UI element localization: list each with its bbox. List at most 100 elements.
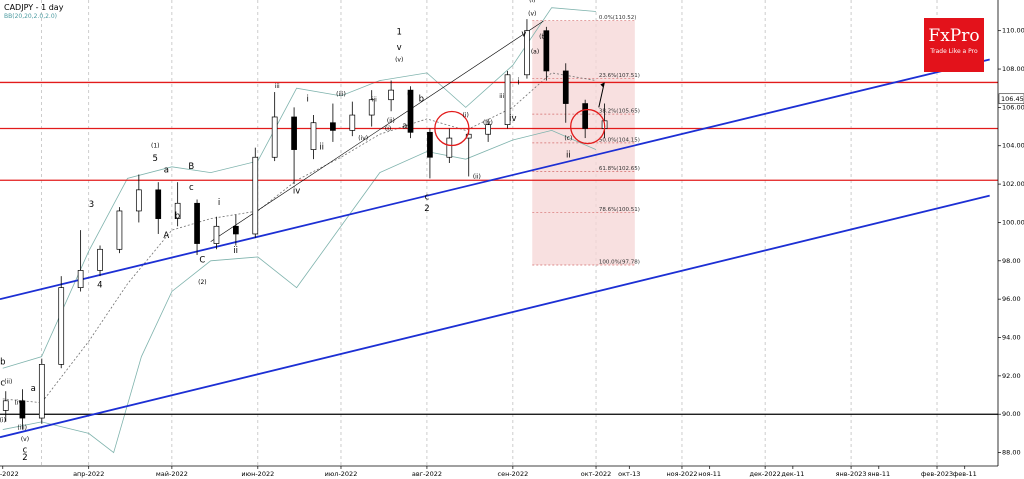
x-tick-label: дек-2022: [749, 470, 780, 478]
candle-body: [271, 116, 278, 158]
wave-label: (2): [198, 279, 207, 286]
wave-label: (v): [21, 436, 29, 443]
wave-label: (i): [407, 91, 413, 98]
wave-label: (ii): [4, 379, 12, 386]
fib-level-label: 78.6%(100.51): [599, 207, 640, 213]
wave-label: a: [31, 384, 36, 394]
wave-label: (i): [529, 0, 535, 4]
y-tick-label: 98.00: [1002, 257, 1021, 265]
candle-body: [252, 156, 259, 235]
x-tick-label: сен-2022: [498, 470, 529, 478]
y-tick-label: 108.00: [1002, 65, 1024, 73]
wave-label: iii: [275, 83, 280, 90]
wave-label: i: [307, 95, 309, 105]
chart-grid: [41, 0, 938, 466]
x-tick-label: фев-2023: [921, 470, 953, 478]
direction-arrow-head: [600, 82, 605, 88]
candle-body: [349, 114, 356, 131]
wave-label: 2: [22, 453, 27, 463]
candle-body: [194, 202, 200, 244]
bollinger-bands: [2, 7, 597, 454]
candle-body: [135, 189, 142, 212]
candle-body: [38, 364, 45, 419]
candle-body: [407, 89, 414, 133]
wave-label: iv: [293, 187, 300, 197]
y-tick-label: 104.00: [1002, 142, 1024, 150]
highlight-circle: [570, 108, 606, 145]
fxpro-logo: FxPro Trade Like a Pro: [924, 18, 984, 72]
candle-body: [77, 270, 84, 289]
candle-body: [562, 70, 569, 104]
candle-body: [2, 400, 9, 411]
wave-label: ii: [319, 143, 324, 153]
wave-label: C: [199, 256, 205, 266]
wave-label: (1): [151, 143, 160, 150]
wave-label: (v): [395, 56, 403, 63]
fib-level-label: 50.0%(104.15): [599, 137, 640, 143]
y-tick-label: 94.00: [1002, 334, 1021, 342]
candle-body: [330, 122, 336, 131]
highlight-circle: [434, 110, 470, 147]
indicator-label: BB(20,20,2.0,2.0): [4, 13, 57, 20]
wave-label: v: [397, 43, 402, 53]
fib-level-label: 0.0%(110.52): [599, 15, 637, 21]
wave-label: i: [517, 77, 519, 87]
wave-label: (ii): [387, 118, 395, 125]
y-tick-label: 88.00: [1002, 449, 1021, 457]
trend-line: [0, 58, 990, 301]
wave-label: a: [402, 121, 407, 131]
highlight-circles: [434, 82, 606, 147]
candle-body: [427, 131, 433, 158]
x-tick-label: июн-2022: [241, 470, 274, 478]
x-tick-label: мар-2022: [0, 470, 19, 478]
wave-label: b: [419, 95, 424, 105]
candle-body: [368, 99, 375, 116]
wave-label: iii: [499, 93, 504, 100]
wave-label: (iv): [483, 120, 493, 127]
x-tick-label: апр-2022: [73, 470, 104, 478]
y-tick-label: 92.00: [1002, 372, 1021, 380]
wave-label: (ii): [473, 173, 481, 180]
candle-body: [233, 225, 239, 235]
candle-body: [388, 89, 394, 101]
wave-annotations: bc (ii)(i)(iii)(v)(iv)ac234(1)5abABcC(2)i…: [0, 0, 572, 463]
wave-label: 1: [396, 28, 401, 38]
x-tick-label: янв-11: [867, 470, 890, 478]
horizontal-levels: [0, 81, 998, 415]
wave-label: (iii): [336, 91, 346, 98]
trend-line: [210, 20, 544, 242]
wave-label: c: [425, 192, 430, 202]
candle-body: [213, 225, 220, 244]
wave-label: (i): [463, 112, 469, 119]
wave-label: iv: [509, 114, 516, 124]
current-price-box: [998, 93, 1024, 105]
candle-body: [19, 400, 26, 419]
price-candles: [2, 19, 608, 430]
candle-body: [291, 116, 297, 150]
wave-label: c: [189, 183, 194, 193]
x-tick-label: янв-2023: [836, 470, 867, 478]
candle-body: [58, 287, 65, 365]
candle-body: [524, 30, 530, 76]
wave-label: i: [218, 198, 220, 208]
wave-label: 2: [424, 204, 429, 214]
fib-level-label: 61.8%(102.65): [599, 166, 640, 172]
current-price-label: 106.45: [1001, 95, 1024, 103]
y-tick-label: 106.00: [1002, 103, 1024, 111]
wave-label: (iv): [14, 400, 24, 407]
trend-line: [0, 194, 990, 439]
wave-label: (i): [0, 417, 6, 424]
wave-label: a: [164, 166, 169, 176]
y-tick-label: 102.00: [1002, 180, 1024, 188]
candle-body: [116, 210, 123, 250]
wave-label: (v): [528, 10, 536, 17]
bollinger-line: [2, 7, 597, 369]
logo-brand: FxPro: [928, 26, 980, 46]
candle-body: [310, 122, 317, 150]
x-tick-label: май-2022: [156, 470, 188, 478]
wave-label: (c): [564, 135, 572, 142]
y-tick-label: 110.00: [1002, 27, 1024, 35]
x-tick-label: ноя-2022: [666, 470, 697, 478]
wave-label: ii: [233, 246, 238, 256]
